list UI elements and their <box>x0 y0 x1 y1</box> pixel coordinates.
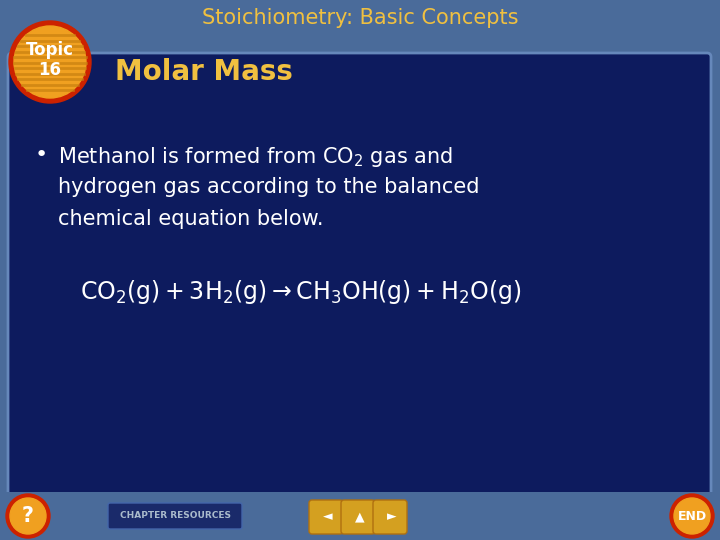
Text: Stoichiometry: Basic Concepts: Stoichiometry: Basic Concepts <box>202 8 518 28</box>
Text: Molar Mass: Molar Mass <box>115 58 293 86</box>
FancyBboxPatch shape <box>373 500 407 534</box>
Ellipse shape <box>14 26 86 98</box>
FancyBboxPatch shape <box>8 53 711 496</box>
Text: Topic
16: Topic 16 <box>26 40 74 79</box>
FancyBboxPatch shape <box>309 500 343 534</box>
Text: $\mathrm{CO_2(g) + 3H_2(g) \rightarrow CH_3OH(g) + H_2O(g)}$: $\mathrm{CO_2(g) + 3H_2(g) \rightarrow C… <box>80 278 521 306</box>
Text: CHAPTER RESOURCES: CHAPTER RESOURCES <box>120 511 230 521</box>
Text: ?: ? <box>22 506 34 526</box>
Ellipse shape <box>9 21 91 103</box>
Circle shape <box>10 498 46 534</box>
Text: ►: ► <box>387 510 397 523</box>
Bar <box>0 492 720 540</box>
Text: ▲: ▲ <box>355 510 365 523</box>
Circle shape <box>6 494 50 538</box>
FancyBboxPatch shape <box>341 500 375 534</box>
Circle shape <box>670 494 714 538</box>
Text: END: END <box>678 510 706 523</box>
Text: Methanol is formed from CO$_2$ gas and: Methanol is formed from CO$_2$ gas and <box>58 145 453 169</box>
Text: chemical equation below.: chemical equation below. <box>58 209 323 229</box>
Text: ◄: ◄ <box>323 510 333 523</box>
Text: hydrogen gas according to the balanced: hydrogen gas according to the balanced <box>58 177 480 197</box>
FancyBboxPatch shape <box>108 503 242 529</box>
Circle shape <box>674 498 710 534</box>
Text: •: • <box>35 145 48 165</box>
